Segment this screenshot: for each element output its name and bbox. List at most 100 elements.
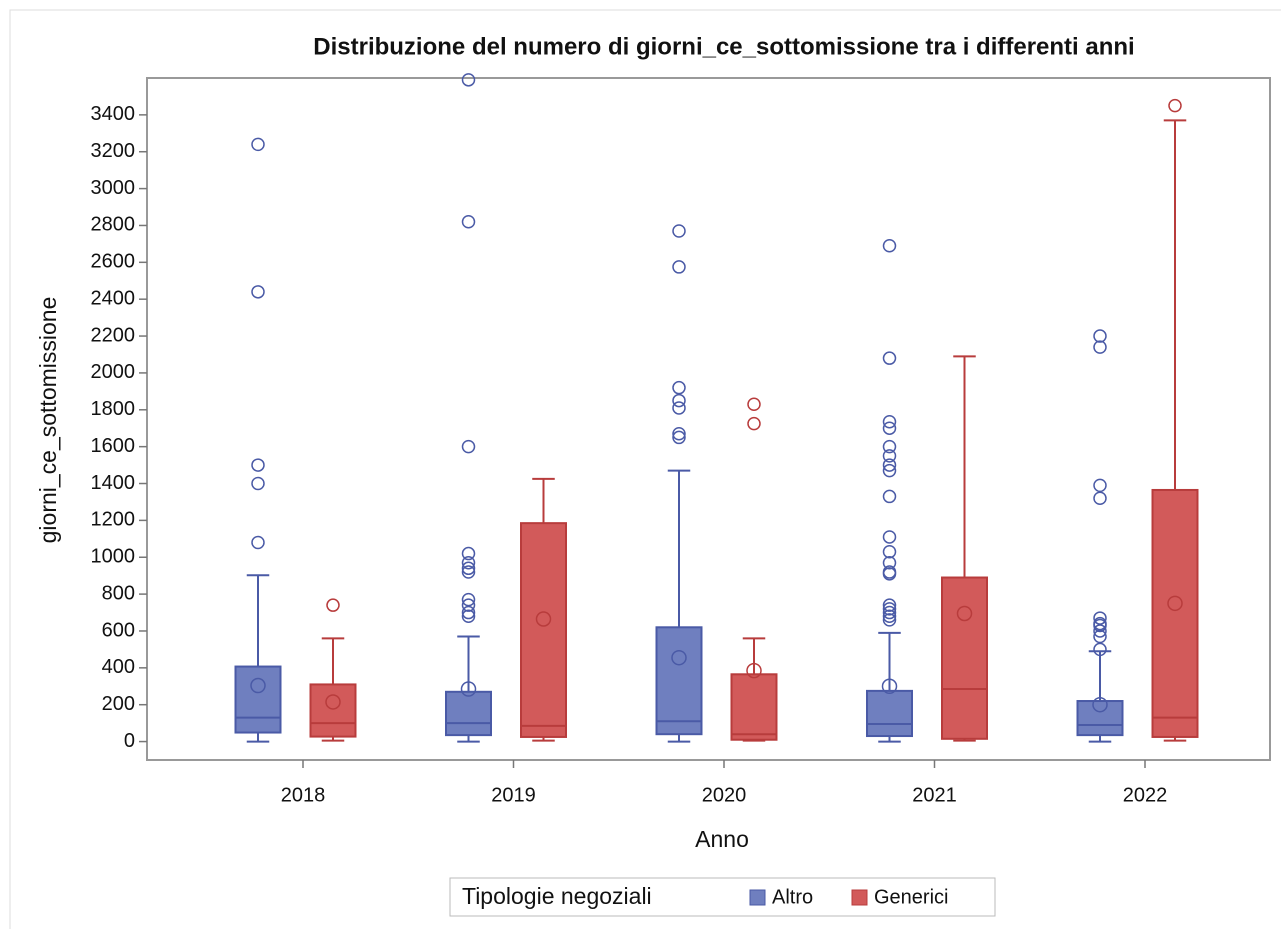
outlier bbox=[882, 463, 897, 478]
y-tick-label: 1200 bbox=[91, 509, 136, 531]
box bbox=[445, 690, 492, 737]
x-axis-label: Anno bbox=[695, 826, 749, 852]
outlier bbox=[882, 598, 897, 612]
outlier bbox=[672, 380, 686, 395]
y-tick-label: 2800 bbox=[91, 214, 136, 236]
x-tick-label: 2018 bbox=[281, 784, 326, 806]
outlier bbox=[882, 351, 897, 365]
outlier bbox=[1093, 616, 1107, 631]
y-tick-label: 2200 bbox=[91, 324, 136, 346]
outlier bbox=[672, 426, 686, 441]
y-tick-label: 2400 bbox=[91, 287, 136, 309]
x-tick-label: 2020 bbox=[702, 784, 747, 806]
y-tick-label: 200 bbox=[102, 693, 135, 715]
frame bbox=[9, 9, 1281, 929]
outlier bbox=[672, 393, 686, 408]
outlier bbox=[882, 415, 897, 429]
outlier bbox=[747, 397, 761, 412]
y-tick-label: 1800 bbox=[91, 398, 136, 420]
outlier bbox=[672, 260, 686, 274]
outlier bbox=[672, 430, 686, 445]
outlier bbox=[461, 592, 476, 607]
mean bbox=[535, 611, 552, 627]
outlier bbox=[461, 565, 476, 579]
x-tick-label: 2021 bbox=[912, 784, 957, 806]
outlier bbox=[251, 476, 265, 491]
outlier bbox=[251, 458, 265, 472]
outlier bbox=[672, 224, 686, 238]
y-tick-label: 1600 bbox=[91, 435, 136, 457]
legend-title: Tipologie negoziali bbox=[462, 883, 652, 909]
outlier bbox=[882, 613, 897, 627]
outlier bbox=[251, 285, 265, 299]
outlier bbox=[882, 458, 897, 472]
mean bbox=[250, 677, 266, 694]
legend bbox=[449, 877, 996, 917]
outlier bbox=[747, 416, 761, 431]
outlier bbox=[1093, 629, 1107, 644]
outlier bbox=[882, 609, 897, 623]
legend-label: Altro bbox=[772, 886, 813, 908]
box bbox=[866, 689, 913, 738]
outlier bbox=[882, 565, 897, 579]
outlier bbox=[882, 449, 897, 463]
outlier bbox=[461, 546, 476, 561]
box bbox=[941, 576, 988, 740]
outlier bbox=[461, 609, 476, 623]
outlier bbox=[1168, 98, 1182, 113]
mean bbox=[671, 649, 687, 666]
plot-frame bbox=[146, 77, 1271, 761]
outlier bbox=[882, 556, 897, 570]
chart-title: Distribuzione del numero di giorni_ce_so… bbox=[313, 33, 1134, 60]
outlier bbox=[1093, 491, 1107, 506]
outlier bbox=[461, 556, 476, 570]
y-tick-label: 400 bbox=[102, 656, 135, 678]
outlier bbox=[1093, 340, 1107, 354]
mean bbox=[1092, 696, 1108, 713]
mean bbox=[956, 605, 973, 622]
outlier bbox=[882, 602, 897, 616]
mean bbox=[1167, 595, 1183, 612]
outlier bbox=[672, 401, 686, 415]
outlier bbox=[1093, 624, 1107, 638]
y-tick-label: 0 bbox=[124, 730, 135, 752]
box bbox=[1151, 488, 1199, 738]
outlier bbox=[1093, 329, 1107, 343]
outlier bbox=[1093, 478, 1107, 493]
outlier bbox=[461, 598, 476, 612]
outlier bbox=[882, 489, 897, 504]
x-tick-label: 2019 bbox=[491, 784, 536, 806]
box bbox=[234, 665, 282, 734]
outlier bbox=[461, 561, 476, 576]
mean bbox=[460, 681, 477, 697]
outlier bbox=[882, 238, 897, 253]
y-axis-label: giorni_ce_sottomissione bbox=[35, 297, 61, 544]
outlier bbox=[326, 598, 340, 612]
y-tick-label: 600 bbox=[102, 619, 135, 641]
y-tick-label: 2000 bbox=[91, 361, 136, 383]
y-tick-label: 3000 bbox=[91, 177, 136, 199]
outlier bbox=[1093, 642, 1107, 657]
y-tick-label: 3400 bbox=[91, 103, 136, 125]
outlier bbox=[251, 535, 265, 550]
outlier bbox=[882, 439, 897, 454]
y-tick-label: 3200 bbox=[91, 140, 136, 162]
box bbox=[1076, 700, 1124, 737]
y-tick-label: 1000 bbox=[91, 546, 136, 568]
y-tick-label: 1400 bbox=[91, 472, 136, 494]
outlier bbox=[882, 421, 897, 435]
legend-swatch bbox=[749, 889, 766, 906]
outlier bbox=[461, 605, 476, 620]
box bbox=[520, 522, 567, 738]
x-tick-label: 2022 bbox=[1123, 784, 1168, 806]
outlier bbox=[461, 215, 476, 229]
outlier bbox=[882, 544, 897, 559]
outlier bbox=[461, 439, 476, 454]
mean bbox=[325, 694, 341, 710]
y-tick-label: 2600 bbox=[91, 251, 136, 273]
outlier bbox=[1093, 611, 1107, 625]
box bbox=[655, 626, 703, 736]
legend-label: Generici bbox=[874, 886, 948, 908]
mean bbox=[746, 662, 762, 679]
